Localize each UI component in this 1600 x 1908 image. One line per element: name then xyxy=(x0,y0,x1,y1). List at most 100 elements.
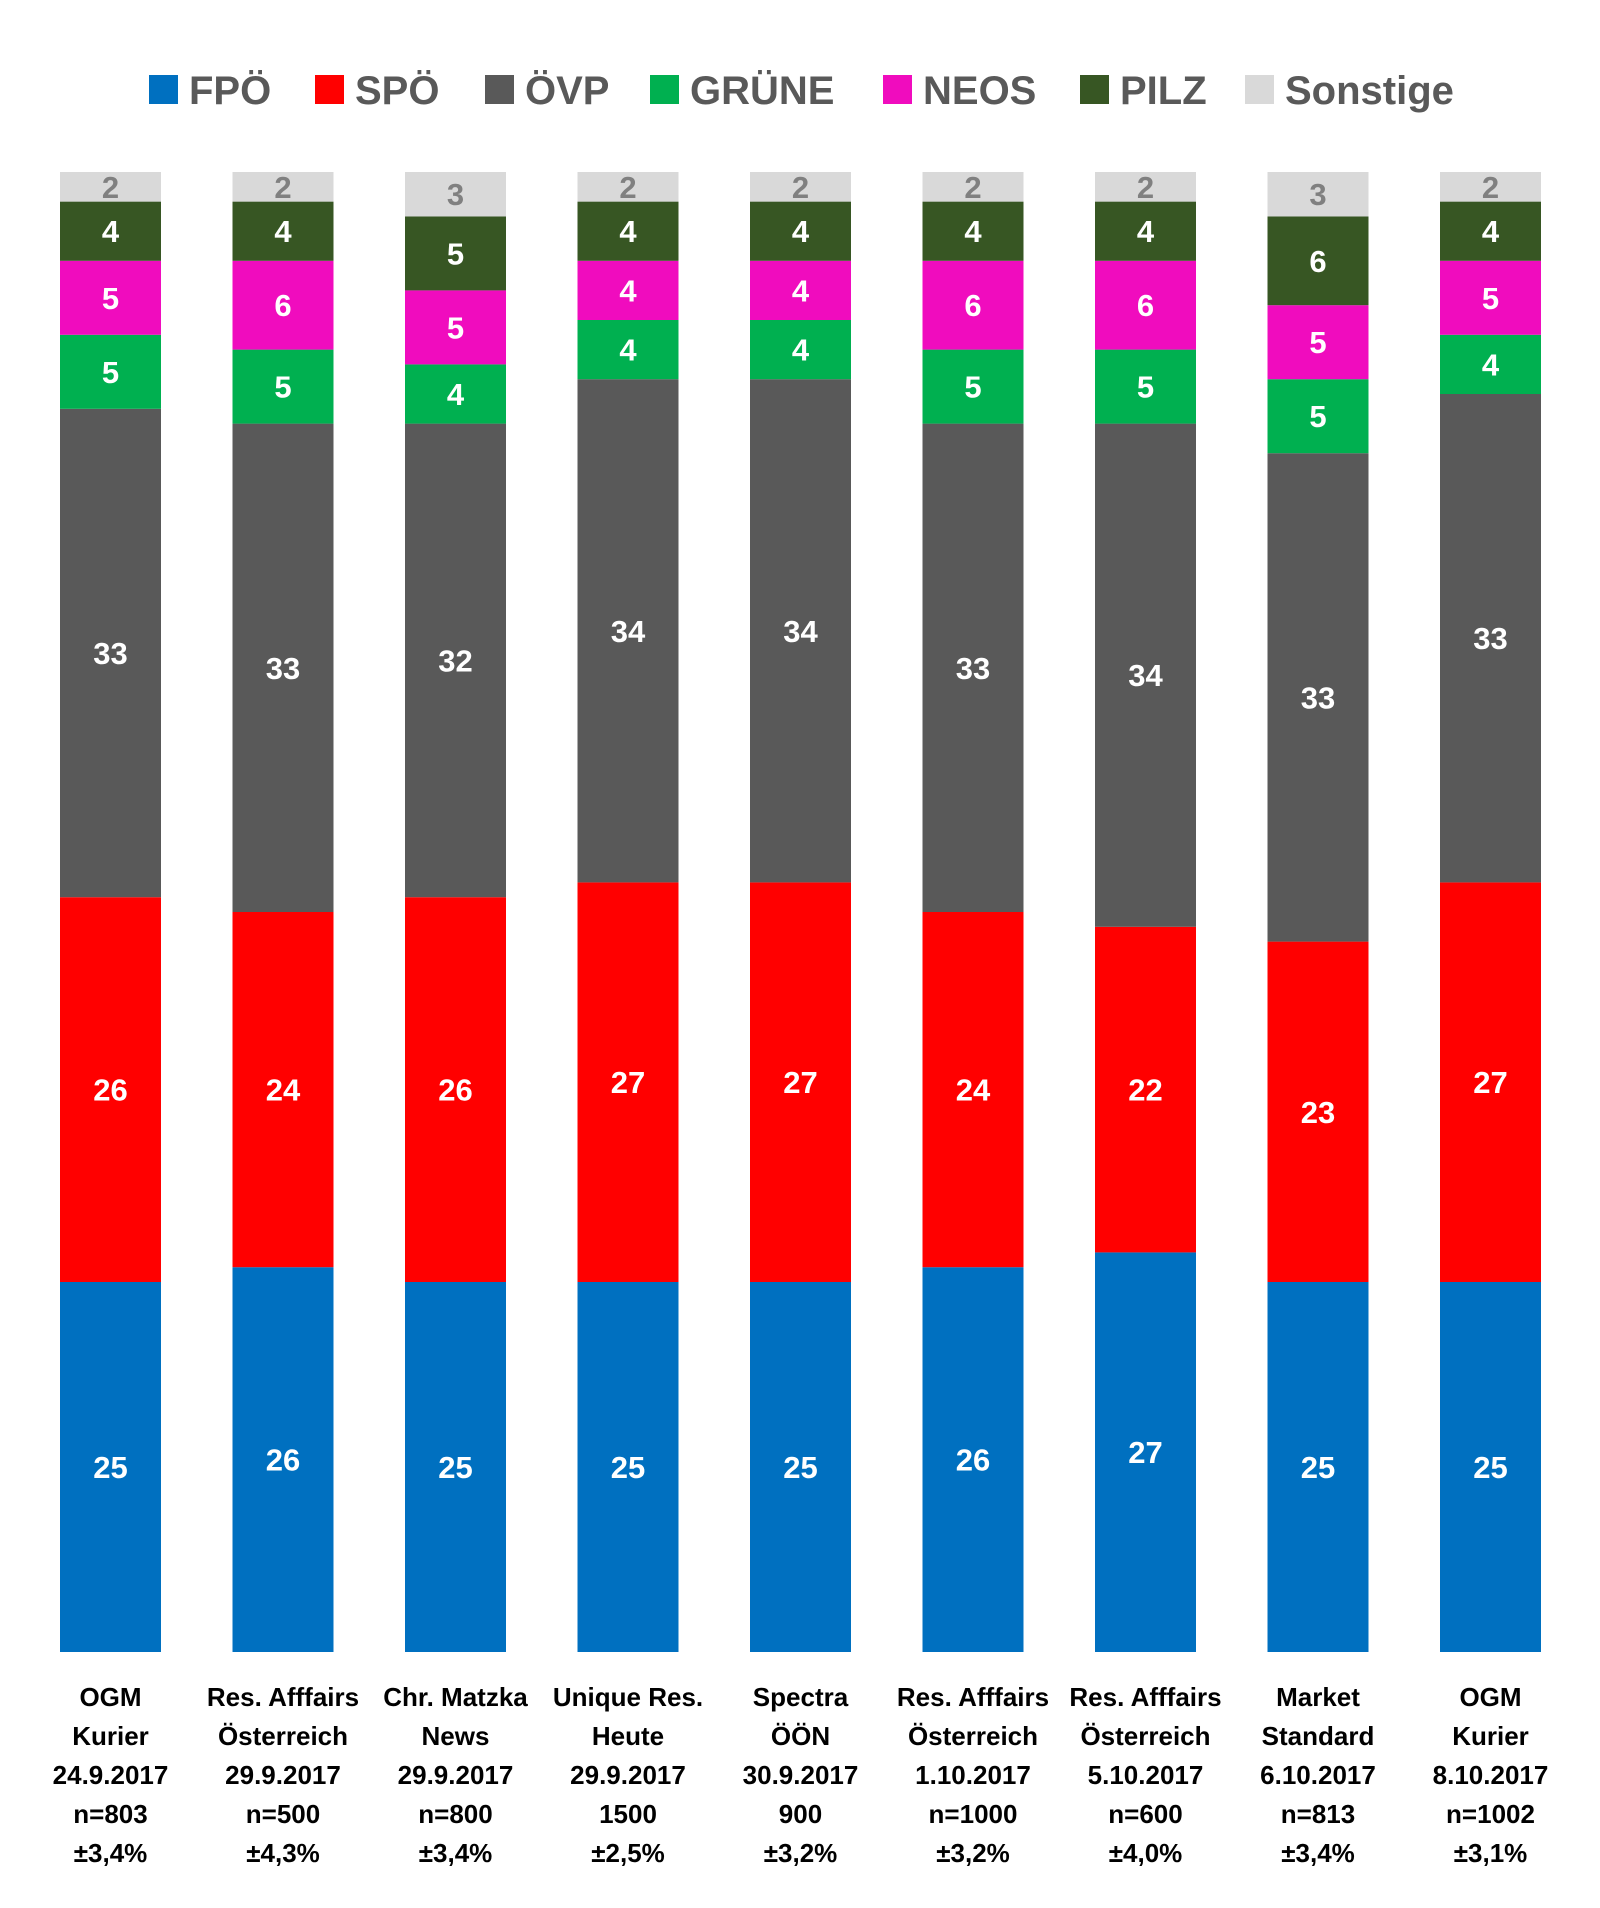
bar-stack-9: 25 27 33 4 5 4 2 xyxy=(1440,170,1541,1652)
category-label-line: n=600 xyxy=(1108,1799,1182,1829)
bar-segment-fpoe xyxy=(1440,1282,1541,1652)
bar-segment-spoe xyxy=(405,897,506,1282)
category-label-line: 6.10.2017 xyxy=(1260,1760,1376,1790)
category-label-line: ±3,1% xyxy=(1454,1838,1528,1868)
category-label-9: OGM Kurier 8.10.2017 n=1002 ±3,1% xyxy=(1433,1682,1549,1868)
bar-segment-pilz xyxy=(750,201,851,261)
data-label-pilz: 4 xyxy=(964,214,982,249)
bar-segment-spoe xyxy=(232,912,334,1268)
bar-segment-spoe xyxy=(922,912,1024,1268)
category-label-line: ±3,2% xyxy=(936,1838,1010,1868)
category-label-line: Res. Afffairs xyxy=(897,1682,1049,1712)
data-label-neos: 6 xyxy=(274,288,291,323)
bar-segment-neos xyxy=(1095,260,1196,350)
bar-segment-fpoe xyxy=(405,1282,506,1652)
category-label-line: n=1002 xyxy=(1446,1799,1535,1829)
data-label-pilz: 4 xyxy=(1137,214,1155,249)
bar-segment-oevp xyxy=(1267,453,1369,942)
data-label-fpoe: 25 xyxy=(611,1450,645,1485)
bar-segment-oevp xyxy=(750,379,851,883)
legend-swatch-spoe xyxy=(315,75,344,104)
data-label-gruene: 5 xyxy=(1137,370,1154,405)
data-label-neos: 5 xyxy=(447,310,464,345)
category-label-7: Res. Afffairs Österreich 5.10.2017 n=600 ±4,… xyxy=(1069,1682,1221,1868)
data-label-neos: 4 xyxy=(619,273,637,308)
bar-stack-5: 25 27 34 4 4 4 2 xyxy=(750,170,851,1652)
bar-segment-neos xyxy=(60,260,161,335)
data-label-neos: 6 xyxy=(964,288,981,323)
category-label-8: Market Standard 6.10.2017 n=813 ±3,4% xyxy=(1260,1682,1376,1868)
legend-swatch-gruene xyxy=(650,75,679,104)
legend-label-neos: NEOS xyxy=(923,69,1036,113)
category-label-line: Standard xyxy=(1262,1721,1375,1751)
bar-segment-pilz xyxy=(1095,201,1196,261)
bar-segment-spoe xyxy=(577,882,679,1282)
category-label-6: Res. Afffairs Österreich 1.10.2017 n=1000 ±3… xyxy=(897,1682,1049,1868)
data-label-pilz: 4 xyxy=(102,214,120,249)
bar-segment-sonstige xyxy=(922,172,1024,202)
category-label-line: ÖÖN xyxy=(771,1721,830,1751)
data-label-spoe: 23 xyxy=(1301,1095,1335,1130)
category-label-line: Spectra xyxy=(753,1682,849,1712)
data-label-sonstige: 2 xyxy=(619,170,636,205)
category-label-line: Österreich xyxy=(1080,1721,1210,1751)
bar-segment-neos xyxy=(1267,305,1369,380)
data-label-oevp: 33 xyxy=(1473,621,1507,656)
category-label-line: Market xyxy=(1276,1682,1360,1712)
bar-segment-oevp xyxy=(922,423,1024,912)
bar-stack-1: 25 26 33 5 5 4 2 xyxy=(60,170,161,1652)
bar-segment-gruene xyxy=(60,334,161,409)
legend-swatch-oevp xyxy=(485,75,514,104)
legend-label-spoe: SPÖ xyxy=(355,68,439,113)
bar-segment-sonstige xyxy=(405,172,506,217)
category-label-line: News xyxy=(422,1721,490,1751)
bar-segment-gruene xyxy=(405,364,506,424)
data-label-gruene: 4 xyxy=(447,377,465,412)
data-label-fpoe: 25 xyxy=(783,1450,817,1485)
data-label-neos: 5 xyxy=(1309,325,1326,360)
data-label-oevp: 34 xyxy=(783,614,818,649)
category-label-line: Österreich xyxy=(218,1721,348,1751)
data-label-oevp: 34 xyxy=(611,614,646,649)
bar-segment-neos xyxy=(405,290,506,365)
bar-segment-pilz xyxy=(577,201,679,261)
bar-stacks: 2526335542262433564225263245532527344442… xyxy=(60,170,1541,1652)
data-label-spoe: 27 xyxy=(1473,1065,1507,1100)
bar-segment-sonstige xyxy=(1267,172,1369,217)
bar-segment-sonstige xyxy=(1440,172,1541,202)
bar-segment-pilz xyxy=(405,216,506,291)
bar-segment-fpoe xyxy=(577,1282,679,1652)
bar-segment-spoe xyxy=(60,897,161,1282)
bar-segment-oevp xyxy=(405,423,506,898)
legend-swatch-fpoe xyxy=(149,75,178,104)
data-label-pilz: 4 xyxy=(619,214,637,249)
data-label-oevp: 34 xyxy=(1128,658,1163,693)
bar-segment-sonstige xyxy=(750,172,851,202)
bar-segment-oevp xyxy=(577,379,679,883)
data-label-sonstige: 2 xyxy=(1482,170,1499,205)
data-label-spoe: 27 xyxy=(611,1065,645,1100)
category-label-line: n=813 xyxy=(1281,1799,1355,1829)
data-label-neos: 4 xyxy=(792,273,810,308)
data-label-oevp: 33 xyxy=(1301,680,1335,715)
legend-label-oevp: ÖVP xyxy=(525,68,609,113)
legend-swatch-sonstige xyxy=(1245,75,1274,104)
category-label-line: ±2,5% xyxy=(591,1838,665,1868)
bar-segment-pilz xyxy=(1440,201,1541,261)
data-label-oevp: 33 xyxy=(266,651,300,686)
legend-label-pilz: PILZ xyxy=(1120,69,1207,113)
category-label-2: Res. Afffairs Österreich 29.9.2017 n=500 ±4,… xyxy=(207,1682,359,1868)
bar-segment-spoe xyxy=(1440,882,1541,1282)
legend-label-fpoe: FPÖ xyxy=(189,68,271,113)
data-label-oevp: 32 xyxy=(438,643,472,678)
data-label-fpoe: 25 xyxy=(93,1450,127,1485)
category-label-line: n=1000 xyxy=(929,1799,1018,1829)
category-label-line: 30.9.2017 xyxy=(743,1760,859,1790)
category-label-line: ±4,0% xyxy=(1109,1838,1183,1868)
data-label-spoe: 26 xyxy=(93,1073,127,1108)
category-label-line: Heute xyxy=(592,1721,664,1751)
category-label-line: n=800 xyxy=(418,1799,492,1829)
bar-segment-gruene xyxy=(1440,334,1541,394)
bar-segment-sonstige xyxy=(232,172,334,202)
data-label-sonstige: 3 xyxy=(447,177,464,212)
